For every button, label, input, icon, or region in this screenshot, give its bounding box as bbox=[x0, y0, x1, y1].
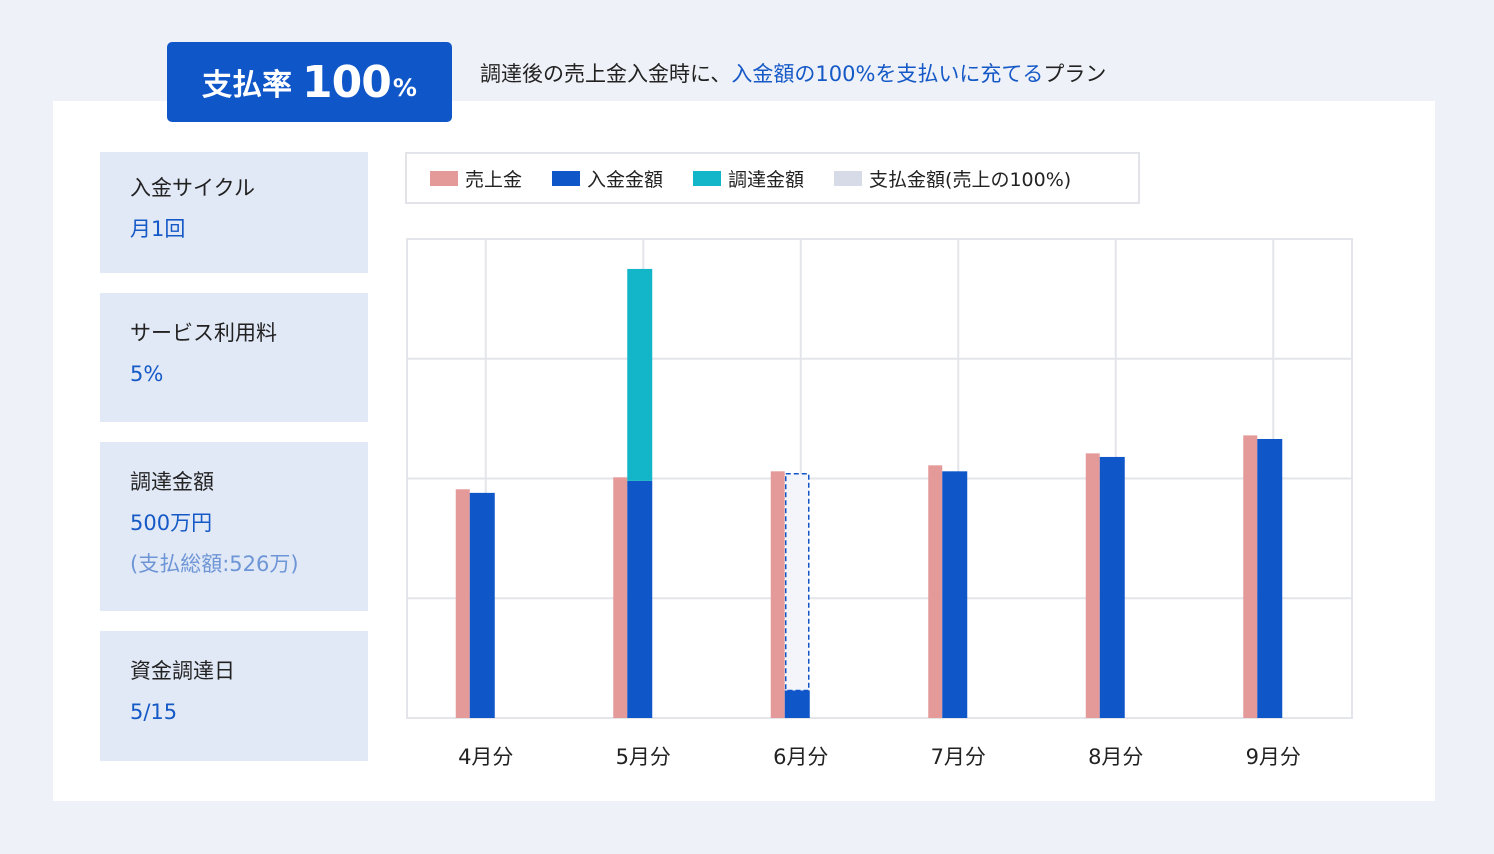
legend-swatch bbox=[552, 170, 581, 186]
bar-sales bbox=[1243, 435, 1258, 718]
info-label: 資金調達日 bbox=[130, 659, 235, 683]
info-label: サービス利用料 bbox=[130, 321, 277, 345]
legend-item-funding: 調達金額 bbox=[693, 165, 804, 192]
chart-legend: 売上金 入金金額 調達金額 支払金額(売上の100%) bbox=[405, 152, 1140, 204]
bar-sales bbox=[455, 489, 470, 718]
info-box-funding-date: 資金調達日 5/15 bbox=[100, 631, 368, 761]
badge-label: 支払率 bbox=[202, 68, 293, 103]
bar-funding bbox=[627, 268, 653, 481]
bar-sales bbox=[613, 477, 628, 718]
bar-sales bbox=[928, 465, 943, 718]
info-label: 入金サイクル bbox=[130, 176, 255, 200]
badge-unit: % bbox=[392, 74, 417, 102]
badge-value: 100 bbox=[302, 56, 392, 108]
info-box-funding-amount: 調達金額 500万円 (支払総額:526万) bbox=[100, 442, 368, 611]
bar-deposit bbox=[1257, 438, 1283, 718]
bar-sales bbox=[1085, 453, 1100, 718]
legend-item-payment: 支払金額(売上の100%) bbox=[834, 165, 1071, 192]
legend-label: 入金金額 bbox=[587, 168, 664, 191]
legend-item-sales: 売上金 bbox=[430, 165, 522, 192]
legend-swatch bbox=[430, 170, 458, 186]
legend-swatch bbox=[834, 170, 863, 186]
info-value: 5/15 bbox=[130, 700, 178, 724]
legend-label: 売上金 bbox=[465, 168, 523, 191]
plan-description: 調達後の売上金入金時に、入金額の100%を支払いに充てるプラン bbox=[480, 58, 1106, 88]
legend-label: 調達金額 bbox=[728, 168, 805, 191]
bar-deposit bbox=[627, 480, 653, 718]
x-tick-label: 7月分 bbox=[931, 745, 986, 769]
bar-deposit bbox=[469, 492, 495, 718]
x-tick-label: 8月分 bbox=[1088, 745, 1143, 769]
legend-swatch bbox=[693, 170, 722, 186]
bar-sales bbox=[770, 471, 785, 718]
x-tick-label: 5月分 bbox=[616, 745, 671, 769]
legend-label: 支払金額(売上の100%) bbox=[869, 168, 1072, 191]
info-value: 500万円 bbox=[130, 511, 213, 535]
x-tick-label: 4月分 bbox=[458, 745, 513, 769]
plan-description-prefix: 調達後の売上金入金時に、 bbox=[480, 62, 732, 86]
plan-description-highlight: 入金額の100%を支払いに充てる bbox=[731, 62, 1044, 86]
x-tick-label: 6月分 bbox=[773, 745, 828, 769]
payment-rate-badge: 支払率 100 % bbox=[167, 42, 452, 122]
info-value: 5% bbox=[130, 362, 164, 386]
info-box-deposit-cycle: 入金サイクル 月1回 bbox=[100, 152, 368, 273]
bar-deposit bbox=[1099, 456, 1125, 718]
x-tick-label: 9月分 bbox=[1246, 745, 1301, 769]
bar-deposit bbox=[942, 471, 968, 718]
info-box-service-fee: サービス利用料 5% bbox=[100, 293, 368, 422]
info-sub-value: (支払総額:526万) bbox=[130, 552, 299, 576]
plan-description-suffix: プラン bbox=[1043, 62, 1107, 86]
info-value: 月1回 bbox=[130, 217, 186, 241]
bar-deposit bbox=[784, 690, 810, 718]
info-label: 調達金額 bbox=[130, 470, 214, 494]
bar-payment bbox=[785, 472, 810, 692]
legend-item-deposit: 入金金額 bbox=[552, 165, 663, 192]
